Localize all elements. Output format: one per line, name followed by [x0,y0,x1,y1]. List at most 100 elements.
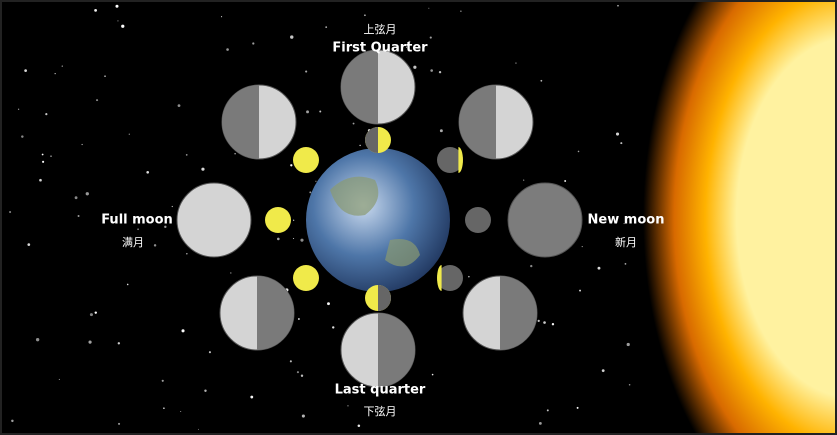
star [11,420,13,422]
star [55,73,56,74]
star [230,272,231,273]
star [209,351,211,353]
moon-phase-diagram: 上弦月 First Quarter Full moon 满月 New moon … [0,0,837,435]
label-full-moon-cn: 满月 [122,236,144,249]
star [234,153,235,154]
star [117,20,118,21]
star [127,284,129,286]
star [515,62,516,63]
star [94,9,97,12]
star [277,238,280,241]
star [42,161,44,163]
star [547,409,549,411]
moon-phase [293,265,319,291]
star [204,390,206,392]
star [18,109,19,110]
star [297,371,299,373]
star [432,374,434,376]
star [300,239,303,242]
star [306,110,309,113]
star [319,111,321,113]
star [440,129,443,132]
star [9,211,11,213]
star [552,323,554,325]
label-first-quarter-cn: 上弦月 [364,22,397,36]
star [163,407,165,409]
star [137,228,139,230]
label-last-quarter-cn: 下弦月 [364,404,397,418]
star [353,123,355,125]
star [45,113,47,115]
star [430,36,432,38]
star [364,14,366,16]
star [523,180,524,181]
star [75,196,78,199]
star [180,411,181,412]
label-full-moon: Full moon [101,213,173,228]
star [24,69,27,72]
star [118,423,120,425]
star [290,164,292,166]
star [162,380,164,382]
star [301,375,303,377]
star [50,155,52,157]
star [115,5,118,8]
star [347,405,348,406]
star [250,396,253,399]
star [118,342,120,344]
star [530,265,532,267]
star [293,220,294,221]
star [154,244,156,246]
star [293,238,294,239]
star [186,253,187,254]
star [221,16,222,17]
star [95,311,97,313]
star [178,104,181,107]
moon [177,183,251,257]
star [302,414,305,417]
star [539,422,542,425]
label-new-moon-cn: 新月 [615,235,637,249]
star [27,243,30,246]
star [62,65,63,66]
star [468,276,470,278]
star [325,26,327,28]
star [90,313,93,316]
star [86,192,89,195]
star [358,424,361,427]
label-first-quarter: First Quarter [332,41,428,56]
star [428,8,429,9]
star [413,66,416,69]
star [21,135,23,137]
star [309,191,311,193]
star [59,379,60,380]
star [78,215,80,217]
moon-phase [265,207,291,233]
star [315,181,316,182]
star [332,326,334,328]
star [305,70,307,72]
star [104,75,106,77]
earth [306,148,450,292]
moon [508,183,582,257]
star [298,318,300,320]
star [359,145,360,146]
star [430,69,433,72]
star [42,154,44,156]
star [39,179,42,182]
star [226,48,229,51]
star [290,35,293,38]
star [543,321,546,324]
star [252,42,254,44]
star [198,429,199,430]
star [460,11,461,12]
star [146,171,149,174]
label-new-moon: New moon [588,213,665,228]
star [186,154,188,156]
star [88,341,91,344]
star [121,25,124,28]
star [129,134,130,135]
star [181,329,184,332]
star [439,71,441,73]
label-last-quarter: Last quarter [335,383,426,398]
